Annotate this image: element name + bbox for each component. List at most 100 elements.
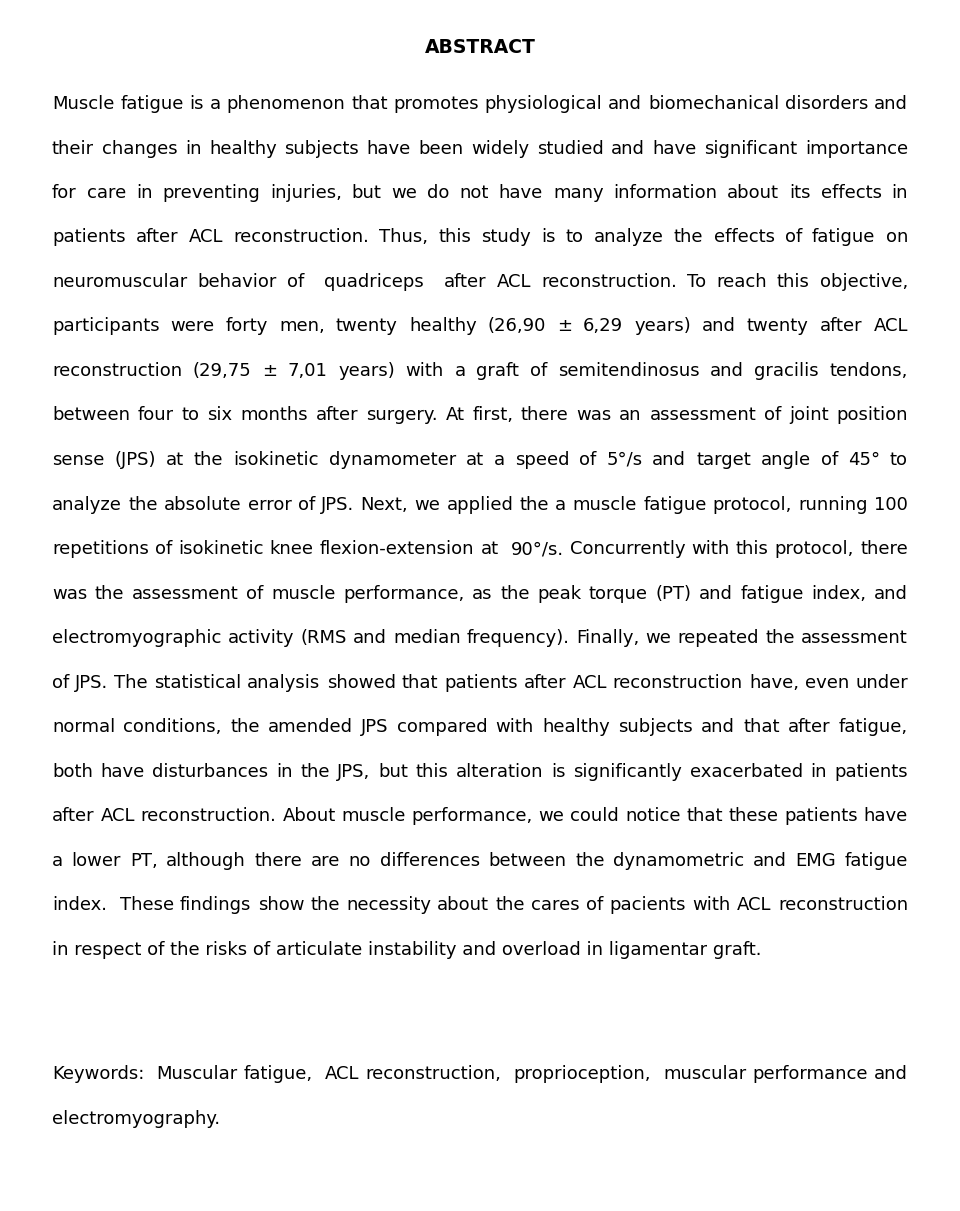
Text: graft: graft — [476, 362, 519, 380]
Text: this: this — [416, 763, 448, 781]
Text: that: that — [743, 718, 780, 736]
Text: that: that — [351, 94, 388, 113]
Text: of: of — [821, 450, 838, 469]
Text: as: as — [472, 585, 492, 603]
Text: reconstruction,: reconstruction, — [366, 1066, 501, 1083]
Text: fatigue: fatigue — [845, 851, 908, 869]
Text: differences: differences — [380, 851, 480, 869]
Text: reconstruction.: reconstruction. — [541, 272, 677, 291]
Text: but: but — [378, 763, 408, 781]
Text: electromyography.: electromyography. — [52, 1109, 220, 1127]
Text: median: median — [393, 629, 461, 647]
Text: show: show — [257, 896, 304, 914]
Text: showed: showed — [326, 673, 396, 691]
Text: been: been — [419, 139, 464, 157]
Text: under: under — [855, 673, 908, 691]
Text: healthy: healthy — [542, 718, 610, 736]
Text: with: with — [692, 896, 731, 914]
Text: in: in — [810, 763, 827, 781]
Text: there: there — [254, 851, 302, 869]
Text: JPS: JPS — [361, 718, 389, 736]
Text: and: and — [709, 362, 744, 380]
Text: compared: compared — [396, 718, 488, 736]
Text: in: in — [185, 139, 202, 157]
Text: forty: forty — [226, 317, 268, 335]
Text: years): years) — [635, 317, 691, 335]
Text: cares: cares — [532, 896, 580, 914]
Text: fatigue: fatigue — [740, 585, 804, 603]
Text: amended: amended — [268, 718, 353, 736]
Text: reconstruction: reconstruction — [778, 896, 908, 914]
Text: Next,: Next, — [361, 495, 408, 513]
Text: peak: peak — [538, 585, 582, 603]
Text: At: At — [445, 407, 465, 425]
Text: speed: speed — [515, 450, 569, 469]
Text: ACL: ACL — [325, 1066, 360, 1083]
Text: (JPS): (JPS) — [114, 450, 156, 469]
Text: sense: sense — [52, 450, 105, 469]
Text: (RMS: (RMS — [300, 629, 347, 647]
Text: this: this — [777, 272, 809, 291]
Text: exacerbated: exacerbated — [689, 763, 803, 781]
Text: patients: patients — [444, 673, 517, 691]
Text: phenomenon: phenomenon — [227, 94, 346, 113]
Text: dynamometric: dynamometric — [613, 851, 744, 869]
Text: ACL: ACL — [737, 896, 772, 914]
Text: and: and — [875, 1066, 908, 1083]
Text: reach: reach — [716, 272, 767, 291]
Text: muscle: muscle — [573, 495, 637, 513]
Text: index,: index, — [811, 585, 867, 603]
Text: ACL: ACL — [572, 673, 607, 691]
Text: studied: studied — [537, 139, 604, 157]
Text: the: the — [230, 718, 259, 736]
Text: and: and — [753, 851, 787, 869]
Text: quadriceps: quadriceps — [324, 272, 423, 291]
Text: ACL: ACL — [188, 229, 223, 247]
Text: assessment: assessment — [650, 407, 756, 425]
Text: normal: normal — [52, 718, 115, 736]
Text: months: months — [240, 407, 308, 425]
Text: years): years) — [338, 362, 395, 380]
Text: joint: joint — [789, 407, 828, 425]
Text: objective,: objective, — [820, 272, 908, 291]
Text: between: between — [52, 407, 130, 425]
Text: its: its — [789, 184, 810, 202]
Text: (29,75: (29,75 — [193, 362, 252, 380]
Text: ABSTRACT: ABSTRACT — [424, 38, 536, 57]
Text: tendons,: tendons, — [829, 362, 908, 380]
Text: is: is — [551, 763, 565, 781]
Text: EMG: EMG — [796, 851, 836, 869]
Text: and: and — [609, 94, 642, 113]
Text: in respect of the risks of articulate instability and overload in ligamentar gra: in respect of the risks of articulate in… — [52, 941, 761, 958]
Text: Finally,: Finally, — [576, 629, 639, 647]
Text: of: of — [530, 362, 547, 380]
Text: disorders: disorders — [785, 94, 869, 113]
Text: changes: changes — [102, 139, 178, 157]
Text: knee: knee — [270, 540, 314, 558]
Text: statistical: statistical — [155, 673, 241, 691]
Text: Muscular: Muscular — [156, 1066, 238, 1083]
Text: a: a — [454, 362, 466, 380]
Text: significant: significant — [705, 139, 798, 157]
Text: index.: index. — [52, 896, 107, 914]
Text: we: we — [415, 495, 441, 513]
Text: is: is — [541, 229, 556, 247]
Text: after: after — [444, 272, 487, 291]
Text: are: are — [311, 851, 340, 869]
Text: position: position — [836, 407, 908, 425]
Text: widely: widely — [471, 139, 529, 157]
Text: care: care — [86, 184, 126, 202]
Text: with: with — [691, 540, 730, 558]
Text: to: to — [181, 407, 200, 425]
Text: the: the — [519, 495, 549, 513]
Text: muscle: muscle — [271, 585, 335, 603]
Text: applied: applied — [446, 495, 514, 513]
Text: promotes: promotes — [394, 94, 479, 113]
Text: muscular: muscular — [663, 1066, 747, 1083]
Text: pacients: pacients — [610, 896, 686, 914]
Text: many: many — [553, 184, 604, 202]
Text: although: although — [166, 851, 246, 869]
Text: after: after — [524, 673, 566, 691]
Text: PT,: PT, — [130, 851, 157, 869]
Text: to: to — [890, 450, 908, 469]
